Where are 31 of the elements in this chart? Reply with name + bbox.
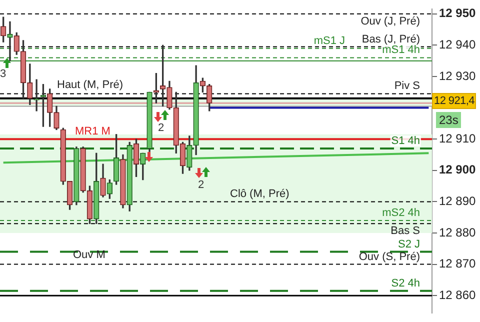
candlestick <box>7 21 13 62</box>
annotation: 2 <box>198 179 204 191</box>
ref-line-label: Ouv (S, Pré) <box>358 250 420 263</box>
y-tick-label: 12 870 <box>439 256 476 271</box>
ref-line-label: Ouv (J, Pré) <box>360 15 420 28</box>
ref-line-label: S2 4h <box>391 277 420 290</box>
ref-line-label: MR1 M <box>75 126 110 138</box>
y-tick-label: 12 910 <box>439 131 476 146</box>
ref-line-label: Piv S <box>394 80 420 92</box>
y-tick-label: 12 860 <box>439 288 476 302</box>
y-tick-label: 12 950 <box>439 6 476 20</box>
text: 23s <box>436 112 462 128</box>
annotation: Ouv M <box>73 249 106 262</box>
ref-line-label: S1 4h <box>391 135 420 148</box>
ref-line-label: S2 J <box>398 238 420 250</box>
annotation: 2 <box>158 122 164 134</box>
annotation: 3 <box>0 68 6 80</box>
ref-line-label: Bas (J, Pré) <box>362 33 420 46</box>
y-tick-label: 12 940 <box>439 38 476 52</box>
y-tick-label: 12 900 <box>439 162 476 177</box>
ref-line-label: Bas S <box>390 225 420 238</box>
annotation: Haut (M, Pré) <box>57 78 124 91</box>
text: 12 921,4 <box>432 93 476 109</box>
ref-line-label: mS1 J <box>314 34 345 47</box>
ref-line-label: mS2 4h <box>382 207 420 219</box>
y-tick-label: 12 890 <box>439 194 476 208</box>
y-tick-label: 12 880 <box>439 225 476 240</box>
candlestick <box>34 79 40 112</box>
ref-line-label: Clô (M, Pré) <box>230 188 290 200</box>
y-tick-label: 12 930 <box>439 68 476 83</box>
ref-line-label: mS1 4h <box>382 44 420 56</box>
